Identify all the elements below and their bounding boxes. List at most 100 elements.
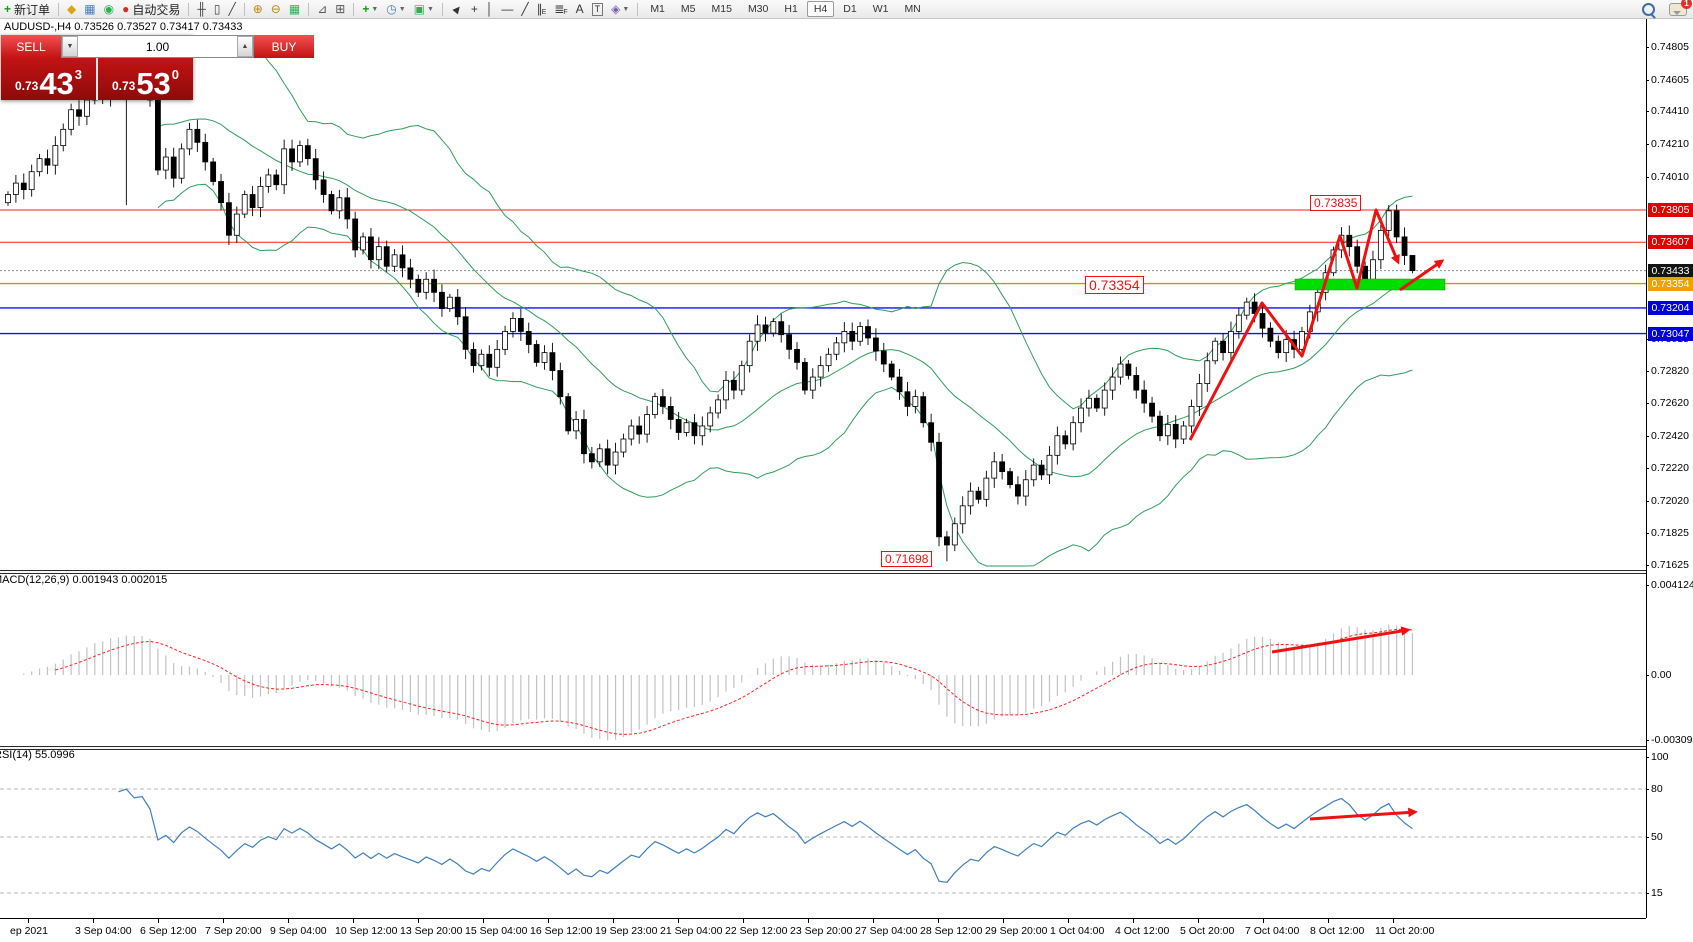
sell-price-big: 43: [39, 65, 74, 101]
text-label-icon: T: [591, 2, 604, 16]
notifications-icon[interactable]: 1: [1669, 0, 1692, 16]
time-axis[interactable]: ep 2021 3 Sep 04:00 6 Sep 12:00 7 Sep 20:00…: [0, 918, 1646, 942]
signals-icon[interactable]: ◉: [100, 1, 118, 17]
rsi-axis-label: 50: [1646, 831, 1663, 843]
price-badge: 0.73354: [1648, 276, 1693, 291]
line-chart-icon: ╱: [228, 2, 236, 16]
sell-button[interactable]: SELL: [1, 35, 61, 58]
period-icon[interactable]: ◷ ▼: [386, 2, 406, 16]
timeframe-m15[interactable]: M15: [711, 3, 732, 15]
time-axis-label: 8 Oct 12:00: [1310, 925, 1365, 937]
chart-window-icon[interactable]: ▦: [80, 1, 99, 17]
time-tick: [808, 919, 809, 923]
timeframe-h4[interactable]: H4: [806, 1, 835, 17]
expert-advisors-icon[interactable]: ◆: [63, 1, 80, 17]
period-icon: ◷: [386, 2, 397, 16]
bar-chart-icon[interactable]: ╫: [193, 1, 210, 17]
time-axis-label: ep 2021: [10, 925, 48, 937]
price-badge: 0.73433: [1648, 263, 1693, 278]
rsi-pane-divider[interactable]: [0, 746, 1693, 750]
timeframe-m30[interactable]: M30: [747, 3, 769, 15]
zoom-out-icon[interactable]: ⊖: [267, 1, 285, 17]
time-tick: [1068, 919, 1069, 923]
objects-list-icon[interactable]: ⊞: [331, 1, 349, 17]
time-axis-label: 7 Sep 20:00: [205, 925, 262, 937]
indicators-icon: ⊿: [317, 2, 328, 16]
line-chart-icon[interactable]: ╱: [224, 1, 239, 17]
price-axis-label: 0.74410: [1646, 105, 1689, 118]
timeframe-m1[interactable]: M1: [650, 3, 665, 15]
fibonacci-icon: ≣: [554, 2, 565, 16]
toolbar-separator: [441, 2, 443, 16]
zoom-in-icon[interactable]: ⊕: [249, 1, 267, 17]
price-axis-label: 0.72820: [1646, 364, 1689, 377]
time-axis-label: 21 Sep 04:00: [660, 925, 723, 937]
time-axis-label: 6 Sep 12:00: [140, 925, 197, 937]
time-axis-label: 29 Sep 20:00: [985, 925, 1048, 937]
auto-trading-button[interactable]: ● 自动交易: [118, 1, 184, 17]
price-badge: 0.73204: [1648, 300, 1693, 315]
price-badge: 0.73607: [1648, 235, 1693, 250]
arrows-icon[interactable]: ◈ ▼: [611, 2, 630, 16]
candlestick-chart-icon[interactable]: ▯: [210, 1, 225, 17]
volume-input[interactable]: [78, 36, 237, 57]
search-icon[interactable]: [1642, 2, 1655, 16]
time-axis-label: 3 Sep 04:00: [75, 925, 132, 937]
timeframe-mn[interactable]: MN: [904, 3, 921, 15]
macd-axis-label: -0.003097: [1645, 734, 1693, 746]
volume-increase-button[interactable]: ▲: [237, 36, 253, 57]
horizontal-line-icon[interactable]: —: [497, 1, 517, 17]
price-axis[interactable]: 0.74805 0.74605 0.74410 0.74210 0.74010 0.730…: [1645, 18, 1693, 918]
timeframe-h1[interactable]: H1: [784, 3, 798, 15]
rsi-trend-arrow: [1309, 807, 1418, 821]
time-tick: [1328, 919, 1329, 923]
channel-icon[interactable]: ∥ E: [536, 2, 547, 16]
price-annotation-box[interactable]: 0.73354: [1085, 276, 1144, 294]
buy-price-display[interactable]: 0.73 53 0: [98, 58, 193, 100]
vertical-line-icon: │: [485, 2, 494, 16]
time-tick: [223, 919, 224, 923]
price-annotation-box[interactable]: 0.71698: [881, 551, 933, 567]
time-axis-label: 23 Sep 20:00: [790, 925, 853, 937]
crosshair-icon[interactable]: +: [467, 1, 482, 17]
toolbar-separator: [353, 2, 355, 16]
horizontal-line-icon: —: [501, 2, 514, 16]
tile-windows-icon[interactable]: ▦: [285, 1, 304, 17]
chart-canvas[interactable]: [0, 18, 1646, 941]
template-icon[interactable]: ▣ ▼: [413, 2, 434, 16]
macd-axis-label: 0.004124: [1646, 579, 1693, 592]
time-tick: [93, 919, 94, 923]
buy-price-pip: 0: [171, 67, 180, 82]
timeframe-w1[interactable]: W1: [872, 3, 889, 15]
vertical-line-icon[interactable]: │: [482, 1, 498, 17]
sell-price-display[interactable]: 0.73 43 3: [1, 58, 98, 100]
new-order-button[interactable]: + 新订单: [0, 1, 54, 17]
time-tick: [1003, 919, 1004, 923]
text-icon[interactable]: A: [572, 1, 588, 17]
support-zone-highlight: [1294, 278, 1446, 291]
tile-windows-icon: ▦: [288, 2, 301, 16]
trendline-icon[interactable]: ╱: [517, 1, 532, 17]
toolbar-separator: [243, 2, 245, 16]
time-tick: [613, 919, 614, 923]
chart-window-icon: ▦: [84, 2, 96, 16]
macd-pane-divider[interactable]: [0, 570, 1693, 574]
crosshair-icon: +: [470, 2, 478, 16]
add-indicator-icon[interactable]: + ▼: [362, 2, 379, 16]
time-axis-label: 10 Sep 12:00: [335, 925, 398, 937]
fibonacci-icon[interactable]: ≣ F: [554, 2, 568, 16]
new-order-button: +: [4, 2, 12, 16]
time-axis-label: 27 Sep 04:00: [855, 925, 918, 937]
buy-button[interactable]: BUY: [254, 35, 314, 58]
chart-plot-area[interactable]: AUDUSD-,H4 0.73526 0.73527 0.73417 0.734…: [0, 18, 1646, 941]
sell-price-prefix: 0.73: [14, 79, 39, 93]
timeframe-d1[interactable]: D1: [843, 3, 857, 15]
text-label-icon[interactable]: T: [588, 1, 608, 17]
indicators-icon[interactable]: ⊿: [313, 1, 331, 17]
cursor-icon[interactable]: ►: [447, 0, 467, 18]
volume-decrease-button[interactable]: ▼: [62, 36, 78, 57]
time-tick: [158, 919, 159, 923]
time-tick: [873, 919, 874, 923]
price-annotation-box[interactable]: 0.73835: [1310, 195, 1362, 211]
timeframe-m5[interactable]: M5: [680, 3, 696, 15]
